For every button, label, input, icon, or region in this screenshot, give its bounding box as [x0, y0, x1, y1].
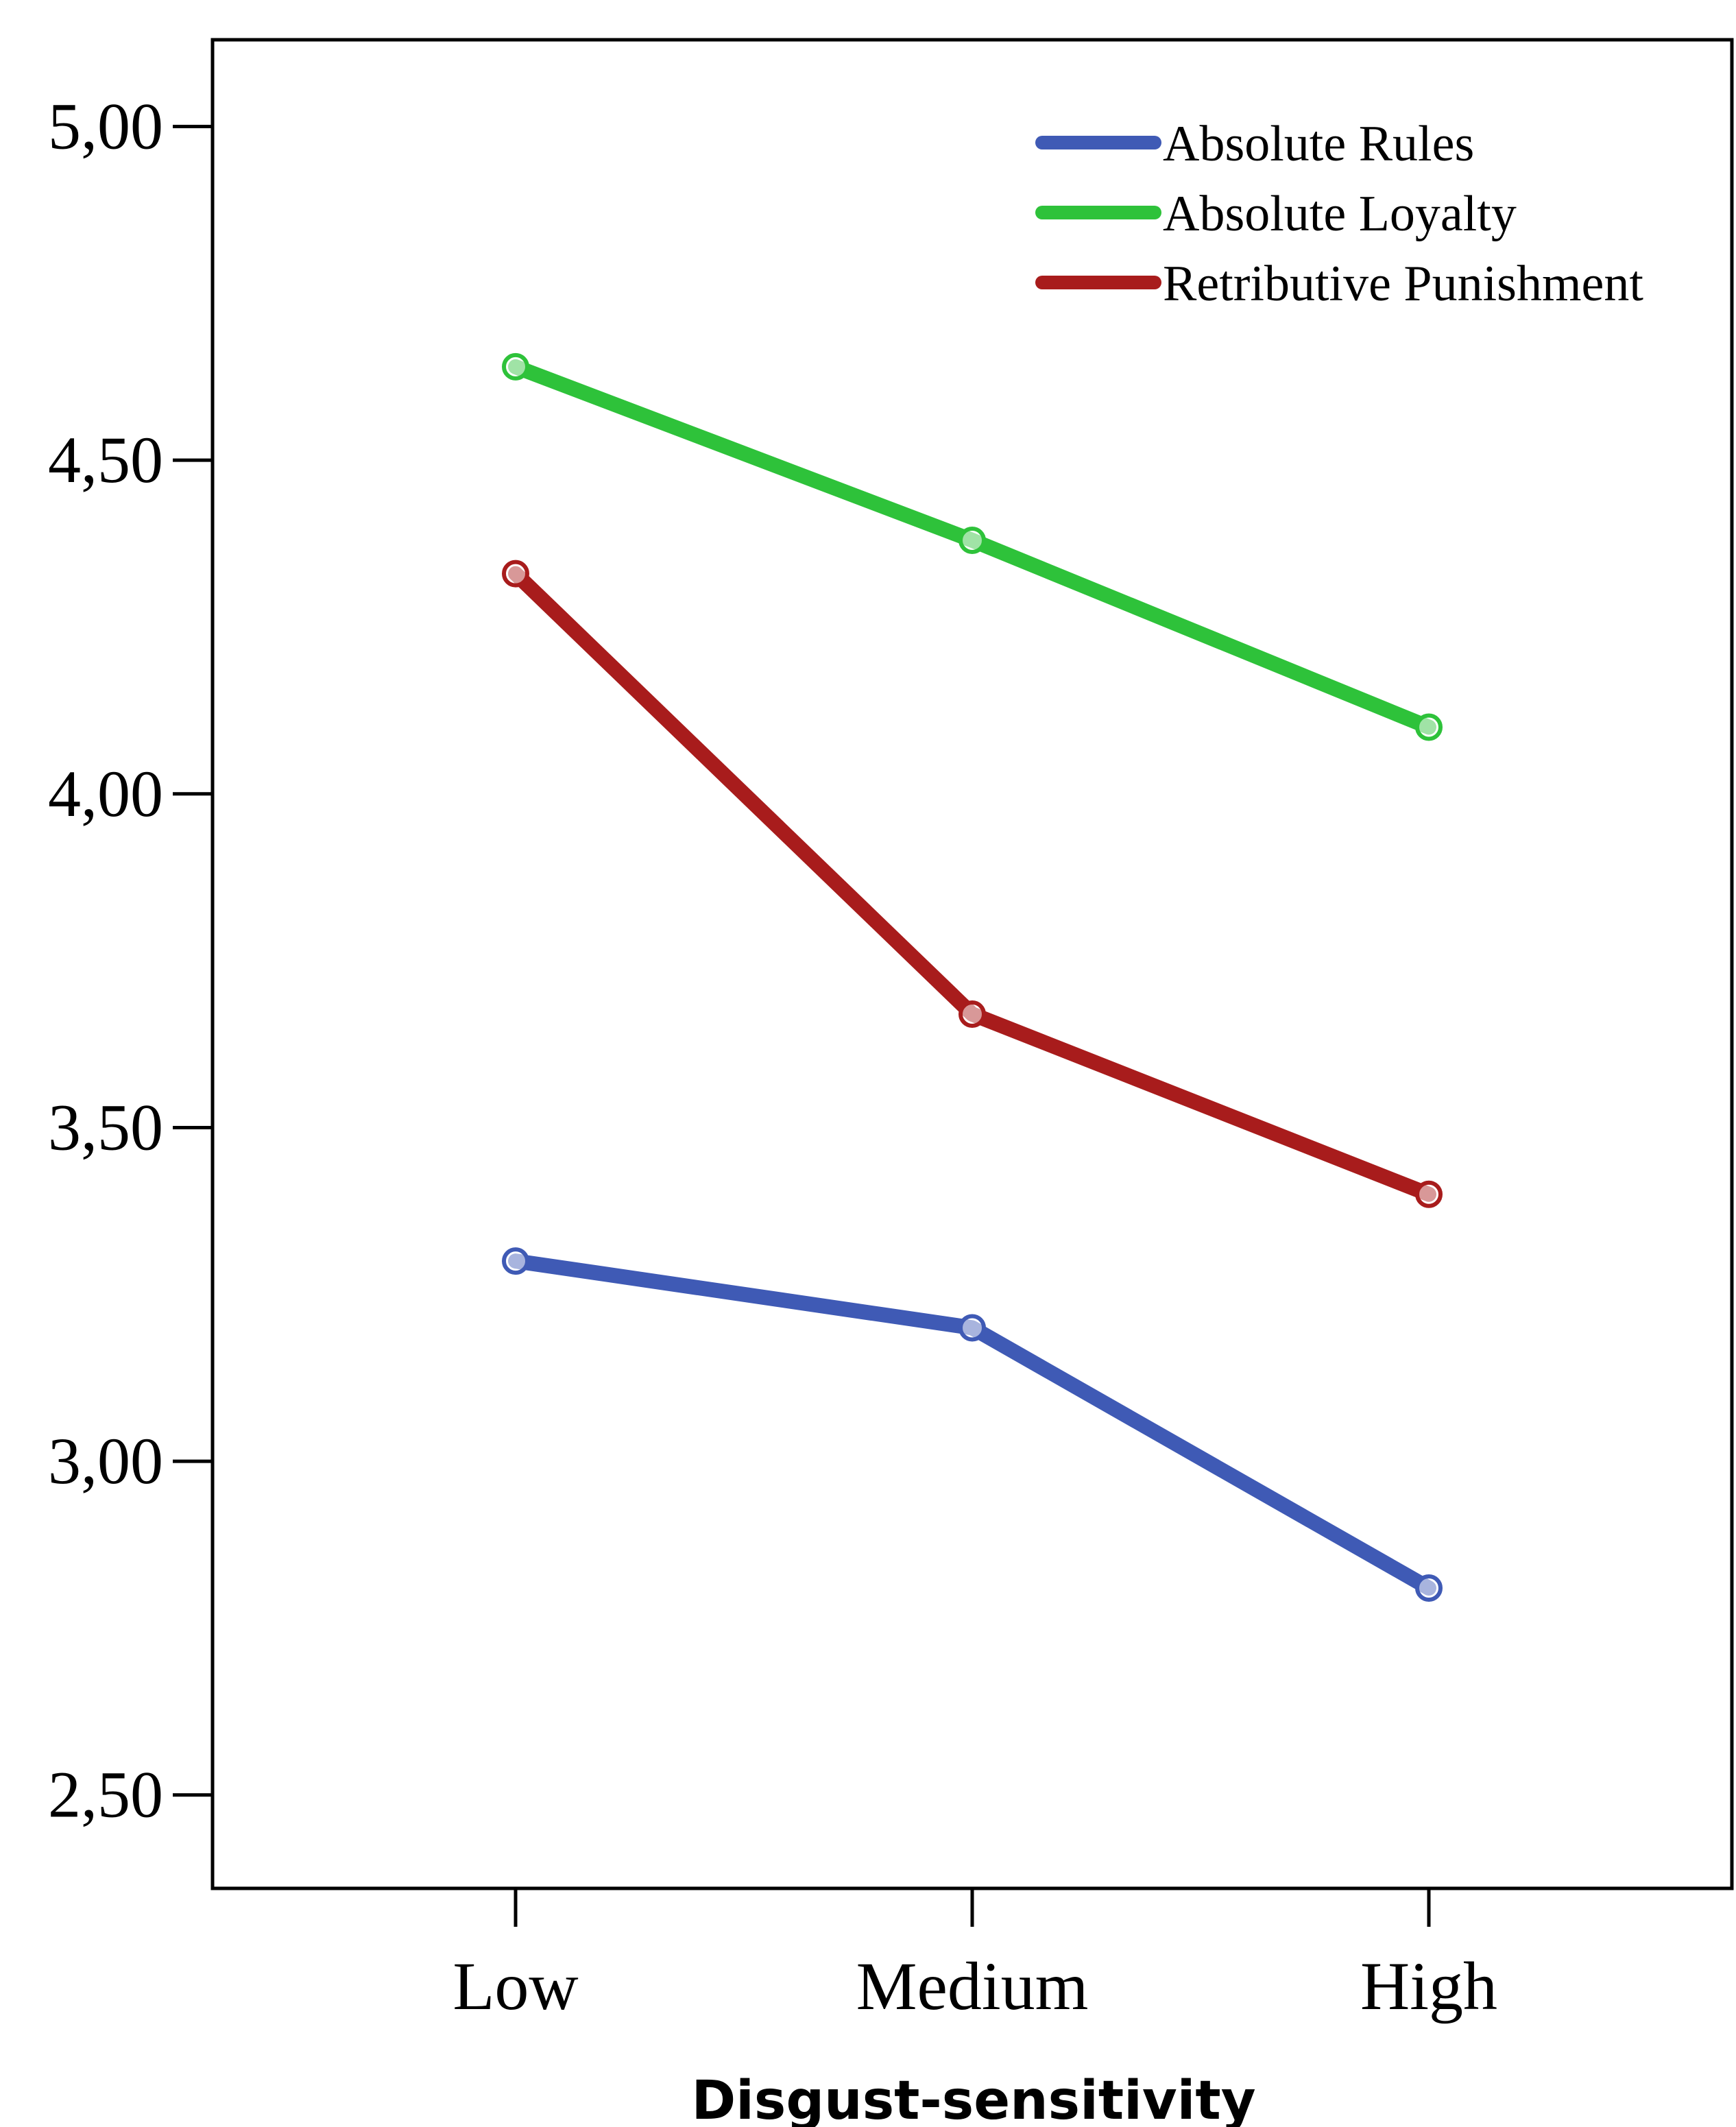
x-tick-label: Medium — [856, 1948, 1089, 2024]
data-point — [502, 560, 529, 588]
series-2 — [502, 560, 1443, 1208]
legend-label: Absolute Rules — [1163, 116, 1474, 172]
series-layer — [502, 352, 1443, 1602]
data-point — [959, 1000, 986, 1028]
data-point — [959, 526, 986, 554]
plot-area-frame — [210, 38, 1734, 1890]
x-tick-label: Low — [453, 1948, 578, 2024]
y-tick-label: 2,50 — [48, 1758, 163, 1831]
y-axis: 2,50 3,00 3,50 4,00 4,50 5,00 — [48, 90, 213, 1831]
data-point — [502, 1247, 529, 1275]
series-1 — [502, 352, 1443, 741]
data-point — [959, 1314, 986, 1342]
x-tick-label: High — [1360, 1948, 1497, 2024]
data-point — [1415, 713, 1443, 741]
data-point — [1415, 1180, 1443, 1208]
data-point — [1415, 1574, 1443, 1602]
legend-label: Absolute Loyalty — [1163, 186, 1517, 242]
legend-label: Retributive Punishment — [1163, 256, 1643, 312]
x-axis: Low Medium High — [453, 1888, 1497, 2024]
y-tick-label: 4,50 — [48, 423, 163, 496]
y-tick-label: 5,00 — [48, 90, 163, 163]
series-0 — [502, 1247, 1443, 1602]
x-axis-title: Disgust-sensitivity — [691, 2070, 1255, 2127]
series-line — [508, 1253, 1436, 1596]
y-tick-label: 3,00 — [48, 1424, 163, 1498]
y-tick-label: 4,00 — [48, 757, 163, 830]
data-point — [502, 352, 529, 381]
legend: Absolute Rules Absolute Loyalty Retributiv… — [1035, 116, 1643, 312]
y-tick-label: 3,50 — [48, 1090, 163, 1164]
